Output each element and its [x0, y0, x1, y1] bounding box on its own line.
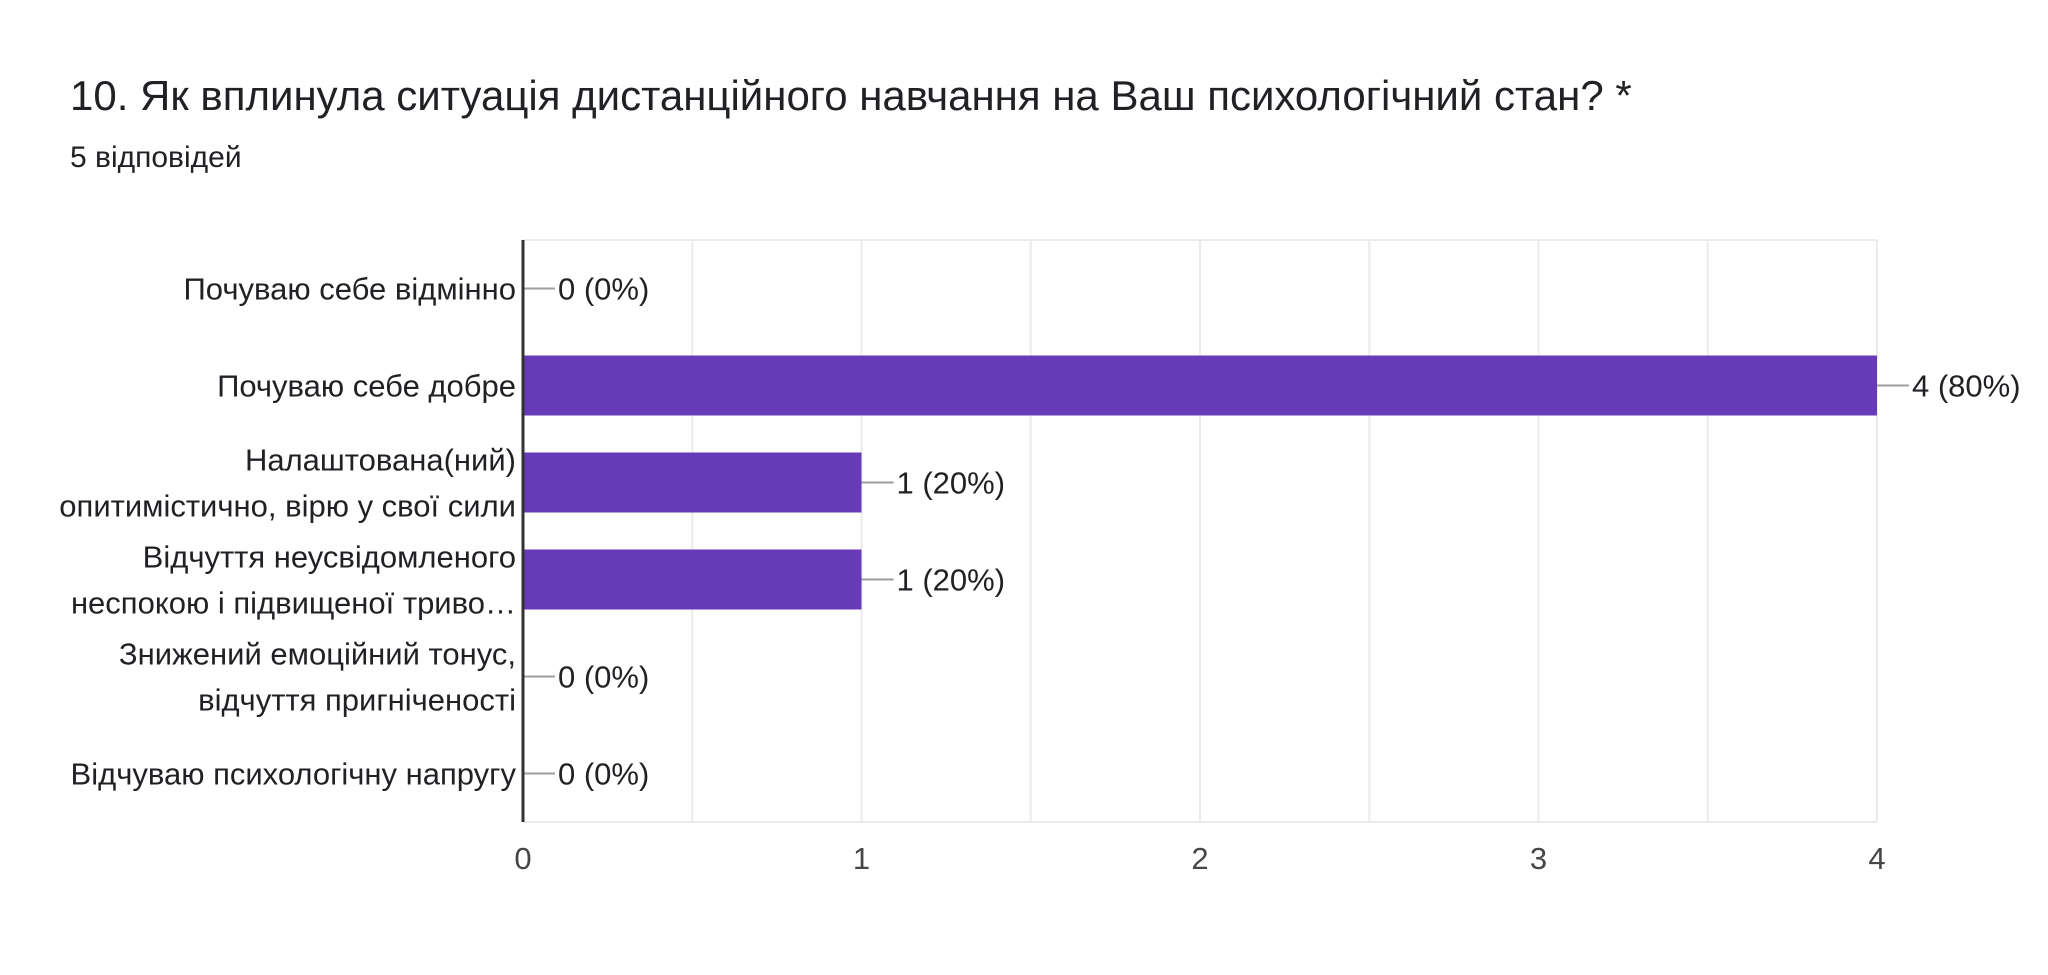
x-tick-label: 1 — [853, 841, 870, 876]
category-label: Знижений емоційний тонус, відчуття пригні… — [119, 637, 516, 718]
bar — [523, 355, 1877, 416]
bar — [523, 549, 862, 610]
x-tick-label: 3 — [1530, 841, 1547, 876]
bar — [523, 452, 862, 513]
category-label: Почуваю себе добре — [217, 369, 516, 404]
response-count: 5 відповідей — [70, 141, 242, 174]
value-label: 0 (0%) — [558, 757, 649, 792]
category-label: Відчуваю психологічну напругу — [71, 757, 517, 792]
x-tick-label: 2 — [1191, 841, 1208, 876]
category-label: Налаштована(ний) опитимістично, вірю у св… — [59, 443, 516, 524]
x-tick-label: 0 — [514, 841, 531, 876]
question-title: 10. Як вплинула ситуація дистанційного н… — [70, 72, 1632, 119]
value-label: 0 (0%) — [558, 660, 649, 695]
x-tick-label: 4 — [1868, 841, 1885, 876]
category-label: Відчуття неусвідомленого неспокою і підви… — [71, 540, 516, 621]
value-label: 0 (0%) — [558, 272, 649, 307]
category-label: Почуваю себе відмінно — [184, 272, 517, 307]
value-label: 1 (20%) — [897, 563, 1006, 598]
value-label: 1 (20%) — [897, 466, 1006, 501]
value-label: 4 (80%) — [1912, 369, 2021, 404]
